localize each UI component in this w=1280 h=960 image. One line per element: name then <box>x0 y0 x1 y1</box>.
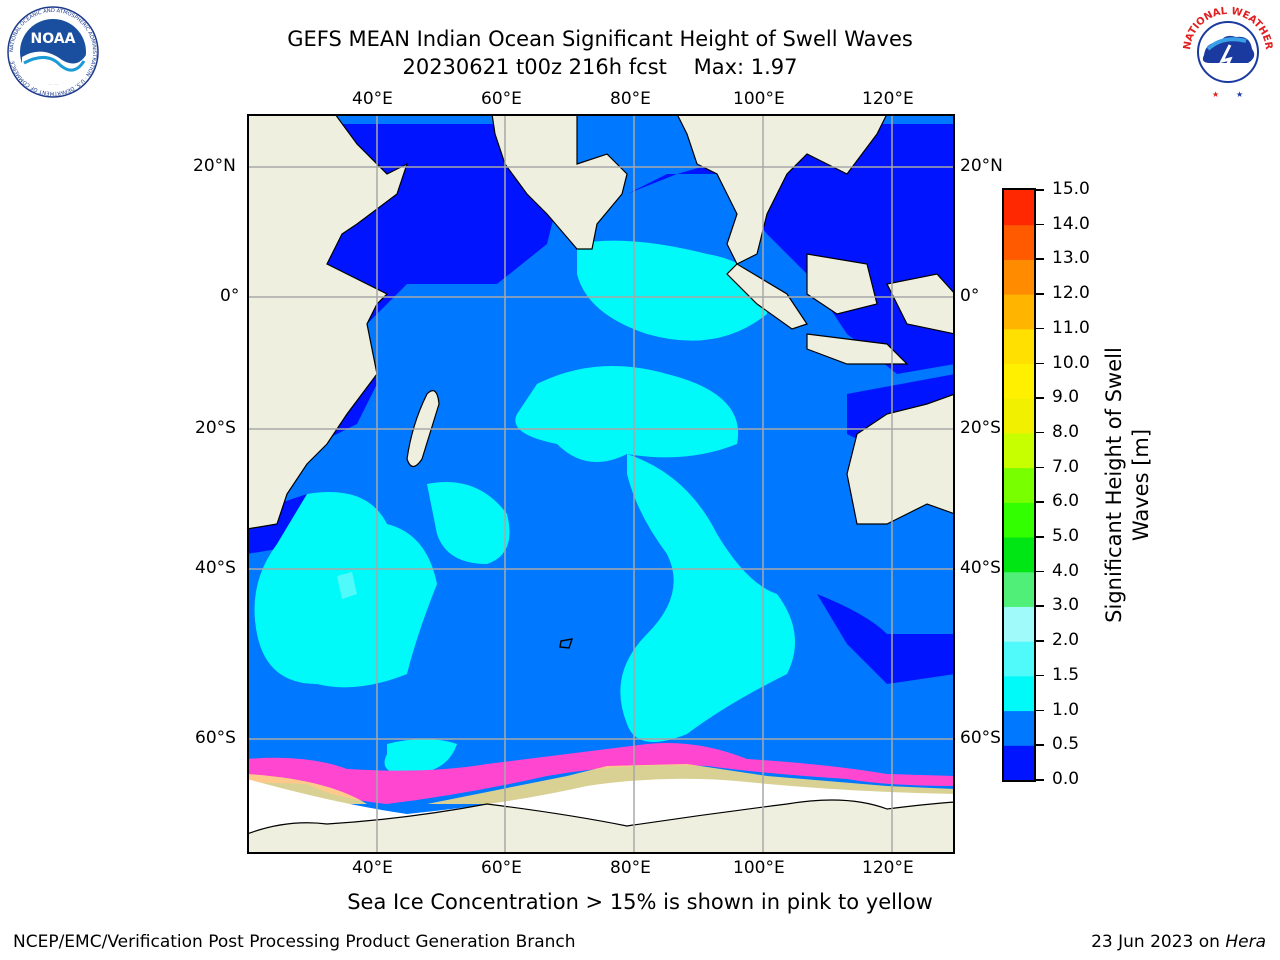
land-australia <box>846 393 955 525</box>
lon-label-bottom: 100°E <box>733 858 785 878</box>
chart-title: GEFS MEAN Indian Ocean Significant Heigh… <box>287 27 913 51</box>
colorbar-tick <box>1036 536 1044 538</box>
lon-label-bottom: 40°E <box>352 858 393 878</box>
colorbar-segment <box>1004 294 1034 330</box>
lon-label-bottom: 60°E <box>481 858 522 878</box>
colorbar-tick-label: 12.0 <box>1052 283 1090 304</box>
colorbar-tick-label: 4.0 <box>1052 560 1080 581</box>
lat-label-right: 20°S <box>960 418 1001 438</box>
lat-label-right: 20°N <box>960 156 1003 176</box>
lat-label-right: 0° <box>960 286 980 306</box>
colorbar-tick <box>1036 501 1044 503</box>
colorbar-segment <box>1004 710 1034 746</box>
colorbar-tick <box>1036 709 1044 712</box>
sea-ice-caption: Sea Ice Concentration > 15% is shown in … <box>347 890 933 914</box>
lat-label-left: 0° <box>220 286 240 306</box>
forecast-run: 20230621 t00z 216h fcst <box>402 55 667 79</box>
colorbar-tick-label: 0.5 <box>1052 734 1080 755</box>
lon-label-top: 80°E <box>610 89 651 109</box>
colorbar-tick <box>1036 293 1044 295</box>
wave-band-low-bengal <box>627 124 955 374</box>
footer-credit: NCEP/EMC/Verification Post Processing Pr… <box>13 932 576 952</box>
colorbar-segment <box>1004 467 1034 503</box>
noaa-logo-text: NOAA <box>31 31 76 47</box>
colorbar-segment <box>1004 502 1034 538</box>
colorbar-segment <box>1004 432 1034 469</box>
colorbar-segment <box>1004 537 1034 573</box>
lon-label-top: 120°E <box>862 89 914 109</box>
colorbar-tick-label: 6.0 <box>1052 491 1080 512</box>
colorbar <box>1002 188 1036 782</box>
map-frame <box>247 114 955 854</box>
lon-label-top: 60°E <box>481 89 522 109</box>
colorbar-tick-label: 0.0 <box>1052 769 1080 789</box>
colorbar-segment <box>1004 190 1034 226</box>
colorbar-segment <box>1004 571 1034 607</box>
wave-band-mid-equatorial <box>577 240 767 341</box>
colorbar-tick-label: 10.0 <box>1052 352 1090 373</box>
lat-label-right: 40°S <box>960 558 1001 578</box>
colorbar-tick-label: 5.0 <box>1052 526 1080 547</box>
colorbar-tick-label: 1.5 <box>1052 664 1080 685</box>
land-antarctica <box>247 799 955 854</box>
colorbar-tick <box>1036 466 1044 469</box>
map-panel <box>247 114 955 854</box>
lat-label-left: 20°S <box>195 418 236 438</box>
colorbar-tick-label: 15.0 <box>1052 179 1090 199</box>
colorbar-segment <box>1004 675 1034 712</box>
lon-label-bottom: 80°E <box>610 858 651 878</box>
colorbar-tick-label: 11.0 <box>1052 317 1090 338</box>
colorbar-segment <box>1004 606 1034 642</box>
lon-label-top: 40°E <box>352 89 393 109</box>
colorbar-tick <box>1036 223 1044 226</box>
colorbar-segment <box>1004 224 1034 260</box>
gridlines <box>247 114 955 854</box>
chart-subtitle: 20230621 t00z 216h fcst Max: 1.97 <box>0 55 1200 79</box>
colorbar-tick <box>1036 397 1044 399</box>
svg-text:★: ★ <box>1236 90 1243 99</box>
footer-date: 23 Jun 2023 on Hera <box>1091 932 1266 952</box>
colorbar-tick-label: 8.0 <box>1052 421 1080 442</box>
colorbar-tick-label: 14.0 <box>1052 213 1090 234</box>
colorbar-tick <box>1036 605 1044 607</box>
colorbar-segment <box>1004 328 1034 365</box>
colorbar-tick-label: 3.0 <box>1052 595 1080 616</box>
lon-label-top: 100°E <box>733 89 785 109</box>
colorbar-segment <box>1004 363 1034 399</box>
lat-label-left: 60°S <box>195 728 236 748</box>
land-india <box>491 114 628 250</box>
colorbar-tick <box>1036 327 1044 330</box>
lat-label-left: 40°S <box>195 558 236 578</box>
colorbar-tick <box>1036 640 1044 642</box>
colorbar-tick <box>1036 744 1044 746</box>
colorbar-segment <box>1004 259 1034 295</box>
colorbar-tick <box>1036 258 1044 260</box>
noaa-logo: NOAA NATIONAL OCEANIC AND ATMOSPHERIC AD… <box>7 6 99 98</box>
colorbar-segment <box>1004 398 1034 434</box>
lat-label-right: 60°S <box>960 728 1001 748</box>
lat-label-left: 20°N <box>193 156 236 176</box>
land-africa-arabia <box>247 114 409 530</box>
colorbar-tick-label: 1.0 <box>1052 699 1080 720</box>
colorbar-tick <box>1036 779 1044 781</box>
sea-ice-edge <box>247 743 955 804</box>
wave-band-mid-central <box>515 366 739 462</box>
colorbar-tick-label: 9.0 <box>1052 387 1080 408</box>
colorbar-tick <box>1036 674 1044 677</box>
colorbar-tick <box>1036 189 1044 191</box>
colorbar-tick <box>1036 362 1044 365</box>
kerguelen-island <box>559 638 574 649</box>
colorbar-tick <box>1036 431 1044 434</box>
colorbar-segment <box>1004 641 1034 677</box>
colorbar-segment <box>1004 745 1034 781</box>
colorbar-title: Significant Height of Swell Waves [m] <box>1102 347 1153 623</box>
colorbar-tick-label: 7.0 <box>1052 456 1080 477</box>
nws-logo: NATIONAL WEATHER SERVICE ★ ★ <box>1178 5 1274 99</box>
colorbar-tick <box>1036 570 1044 573</box>
svg-text:★: ★ <box>1212 90 1219 99</box>
colorbar-tick-label: 13.0 <box>1052 248 1090 269</box>
max-value: Max: 1.97 <box>693 55 798 79</box>
lon-label-bottom: 120°E <box>862 858 914 878</box>
colorbar-tick-label: 2.0 <box>1052 630 1080 651</box>
